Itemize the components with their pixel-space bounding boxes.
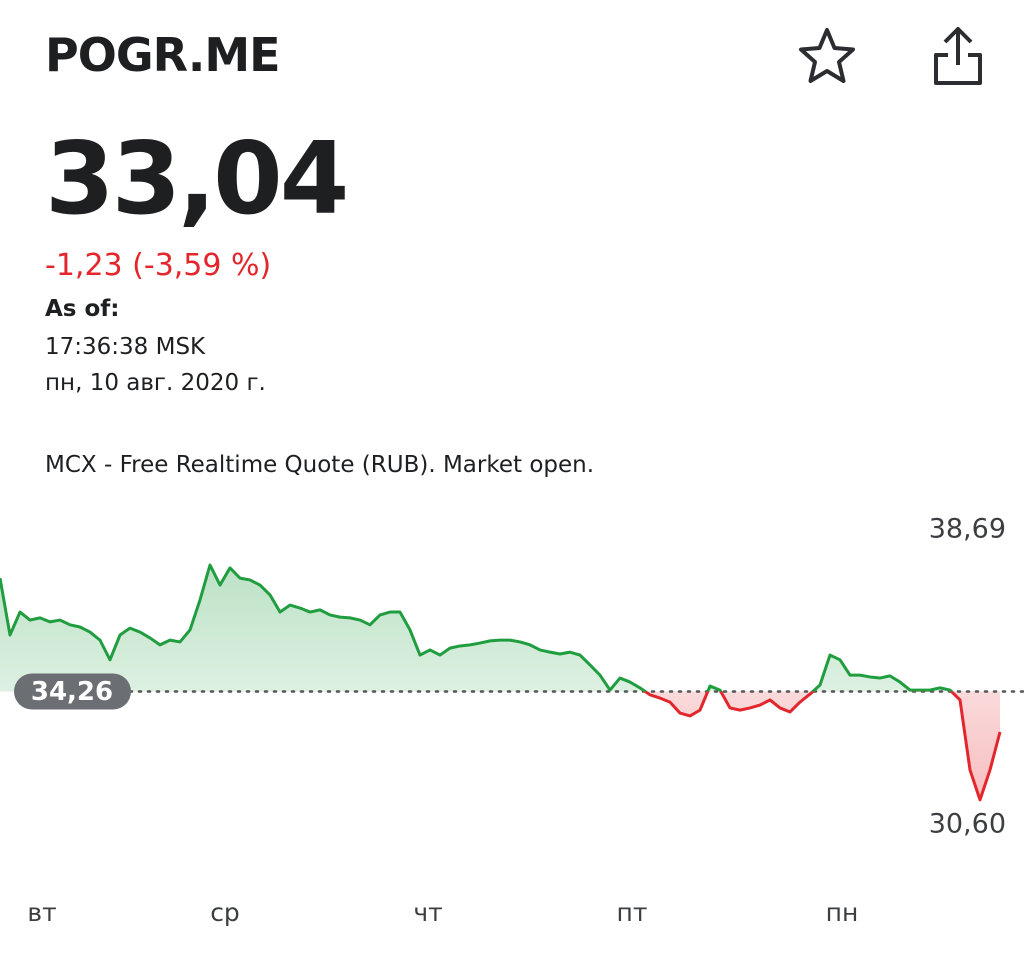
x-tick-label: пт xyxy=(617,898,648,927)
x-tick-label: пн xyxy=(826,898,859,927)
price-change: -1,23 (-3,59 %) xyxy=(45,248,272,283)
favorite-icon[interactable] xyxy=(795,25,859,89)
as-of-label: As of: xyxy=(45,296,120,322)
ticker: POGR.ME xyxy=(45,28,281,82)
y-tick-label: 30,60 xyxy=(929,809,1006,840)
area-up xyxy=(0,565,952,692)
date: пн, 10 авг. 2020 г. xyxy=(45,370,266,396)
x-tick-label: ср xyxy=(210,898,240,927)
time: 17:36:38 MSK xyxy=(45,334,206,360)
x-tick-label: вт xyxy=(27,898,56,927)
previous-close-badge xyxy=(14,673,131,710)
source: MCX - Free Realtime Quote (RUB). Market … xyxy=(45,452,595,478)
y-tick-label: 38,69 xyxy=(929,514,1006,545)
share-icon[interactable] xyxy=(928,25,988,89)
price: 33,04 xyxy=(45,120,349,237)
previous-close-label: 34,26 xyxy=(31,677,113,707)
line-up xyxy=(0,563,954,692)
x-tick-label: чт xyxy=(413,898,442,927)
